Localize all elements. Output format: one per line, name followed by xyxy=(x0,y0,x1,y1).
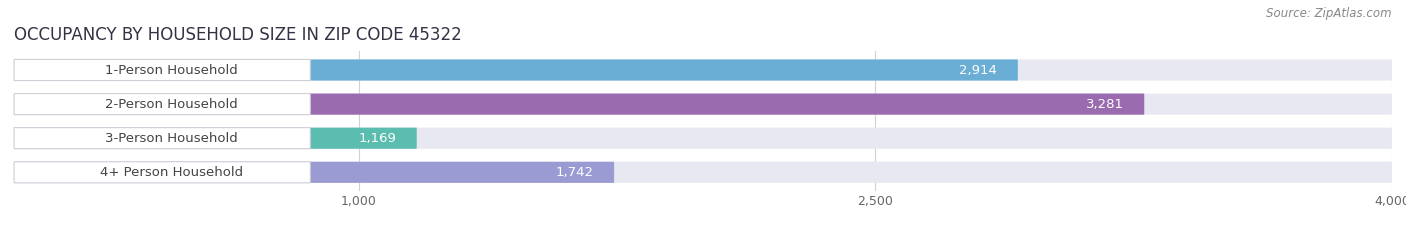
FancyBboxPatch shape xyxy=(14,128,1392,149)
FancyBboxPatch shape xyxy=(14,93,311,115)
FancyBboxPatch shape xyxy=(14,93,1392,115)
FancyBboxPatch shape xyxy=(14,59,1392,81)
Text: 2-Person Household: 2-Person Household xyxy=(104,98,238,111)
Text: Source: ZipAtlas.com: Source: ZipAtlas.com xyxy=(1267,7,1392,20)
Text: 1-Person Household: 1-Person Household xyxy=(104,64,238,76)
FancyBboxPatch shape xyxy=(14,162,614,183)
Text: 3,281: 3,281 xyxy=(1085,98,1123,111)
Text: 1,169: 1,169 xyxy=(359,132,396,145)
Text: 2,914: 2,914 xyxy=(959,64,997,76)
FancyBboxPatch shape xyxy=(14,162,1392,183)
FancyBboxPatch shape xyxy=(14,128,416,149)
FancyBboxPatch shape xyxy=(14,128,311,149)
Text: 1,742: 1,742 xyxy=(555,166,593,179)
FancyBboxPatch shape xyxy=(14,59,311,81)
FancyBboxPatch shape xyxy=(14,59,1018,81)
Text: 3-Person Household: 3-Person Household xyxy=(104,132,238,145)
Text: 4+ Person Household: 4+ Person Household xyxy=(100,166,243,179)
Text: OCCUPANCY BY HOUSEHOLD SIZE IN ZIP CODE 45322: OCCUPANCY BY HOUSEHOLD SIZE IN ZIP CODE … xyxy=(14,26,461,44)
FancyBboxPatch shape xyxy=(14,93,1144,115)
FancyBboxPatch shape xyxy=(14,162,311,183)
